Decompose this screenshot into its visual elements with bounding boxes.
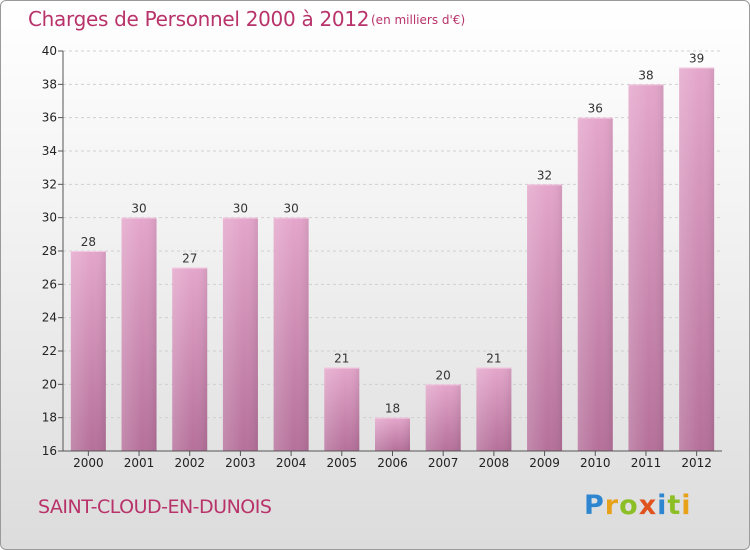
x-tick-label: 2007 (428, 456, 459, 470)
value-label: 36 (588, 102, 603, 116)
x-tick-label: 2002 (174, 456, 205, 470)
proxiti-logo[interactable]: Proxiti (584, 490, 692, 521)
bar-shade (121, 217, 157, 451)
value-label: 39 (689, 52, 704, 66)
value-label: 21 (486, 352, 501, 366)
value-label: 30 (233, 202, 248, 216)
commune-name: SAINT-CLOUD-EN-DUNOIS (38, 496, 272, 518)
logo-letter: x (638, 490, 658, 521)
y-tick-label: 22 (42, 344, 57, 358)
bar-shade (324, 367, 360, 451)
chart-title: Charges de Personnel 2000 à 2012 (28, 7, 370, 31)
value-label: 38 (638, 68, 653, 82)
logo-letter: i (657, 490, 668, 521)
y-tick-label: 18 (42, 411, 57, 425)
value-label: 21 (334, 352, 349, 366)
logo-letter: P (584, 490, 605, 521)
value-label: 18 (385, 402, 400, 416)
y-tick-label: 30 (42, 211, 57, 225)
y-tick-label: 26 (42, 277, 57, 291)
value-label: 32 (537, 168, 552, 182)
x-tick-label: 2009 (529, 456, 560, 470)
y-tick-label: 28 (42, 244, 57, 258)
bar-shade (679, 67, 715, 452)
value-label: 20 (436, 368, 451, 382)
y-tick-label: 40 (42, 44, 57, 58)
y-tick-label: 34 (42, 144, 57, 158)
bar-shade (273, 217, 309, 451)
chart-subtitle: (en milliers d'€) (371, 13, 466, 27)
x-tick-label: 2010 (580, 456, 611, 470)
value-label: 30 (283, 202, 298, 216)
x-tick-label: 2000 (73, 456, 104, 470)
bar-shade (577, 117, 613, 452)
value-label: 27 (182, 252, 197, 266)
bar-shade (527, 184, 563, 452)
bar-shade (375, 417, 410, 451)
bar-shade (70, 251, 106, 451)
logo-letter: i (681, 490, 692, 521)
x-tick-label: 2004 (276, 456, 307, 470)
x-tick-label: 2011 (631, 456, 662, 470)
x-tick-label: 2008 (479, 456, 510, 470)
bar-shade (172, 267, 208, 451)
value-label: 28 (81, 235, 96, 249)
bar-shade (476, 367, 512, 451)
y-tick-label: 38 (42, 77, 57, 91)
x-tick-label: 2006 (377, 456, 408, 470)
bar-shade (222, 217, 258, 451)
logo-letter: r (604, 490, 620, 521)
y-tick-label: 16 (42, 444, 57, 458)
x-tick-label: 2005 (327, 456, 358, 470)
bar-shade (628, 84, 664, 451)
x-tick-label: 2001 (124, 456, 155, 470)
y-tick-label: 36 (42, 111, 57, 125)
x-tick-label: 2003 (225, 456, 256, 470)
bar-shade (425, 384, 461, 451)
x-tick-label: 2012 (681, 456, 712, 470)
value-label: 30 (131, 202, 146, 216)
logo-letter: t (667, 490, 682, 521)
y-tick-label: 32 (42, 177, 57, 191)
logo-letter: o (619, 490, 639, 521)
y-tick-label: 24 (42, 311, 57, 325)
y-tick-label: 20 (42, 377, 57, 391)
